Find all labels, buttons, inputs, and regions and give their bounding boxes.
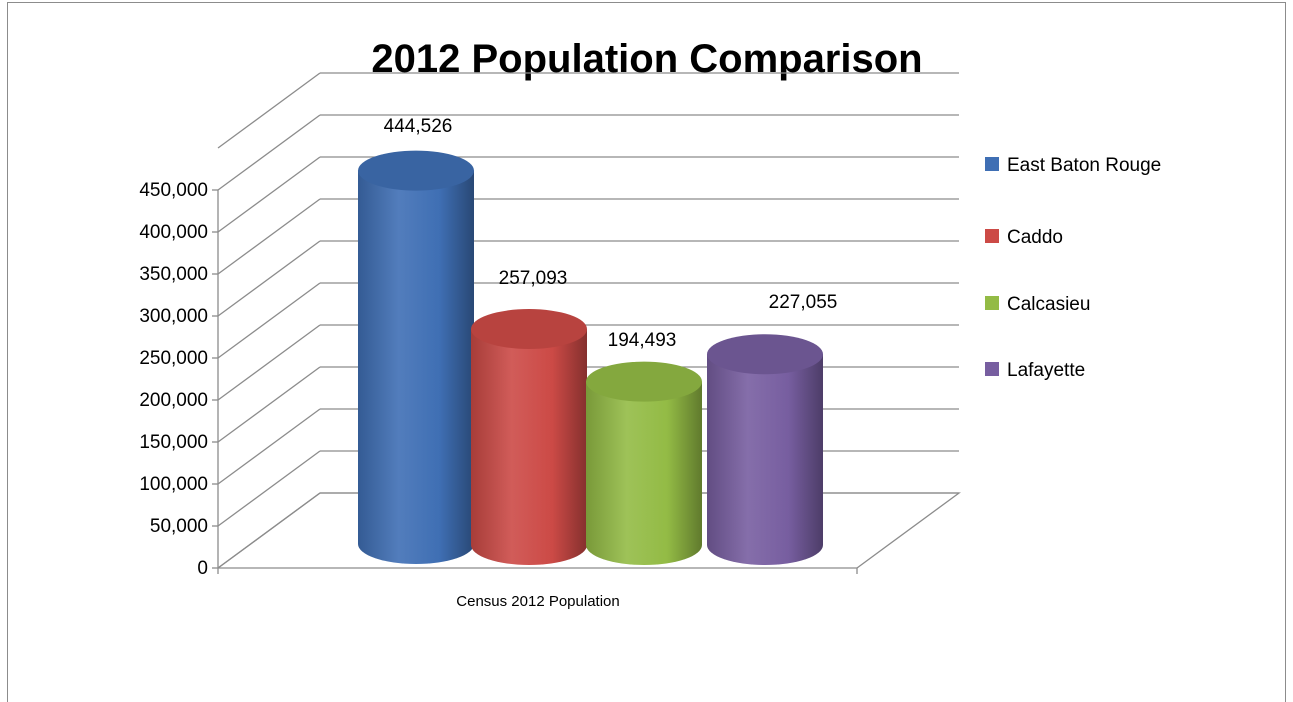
gridline-side [217,72,321,149]
gridline-side [217,198,321,275]
legend-label: Calcasieu [1007,294,1090,315]
cylinder-body [707,354,823,565]
y-tick-label: 100,000 [139,474,208,495]
data-label: 444,526 [384,116,453,137]
y-tick-label: 250,000 [139,348,208,369]
gridline-side [217,240,321,317]
gridline-side [217,324,321,401]
legend-label: Caddo [1007,227,1063,248]
legend-swatch [985,229,999,243]
cylinder-top [586,361,702,402]
y-tick-label: 350,000 [139,264,208,285]
legend-swatch [985,296,999,310]
y-tick-label: 0 [197,558,208,579]
y-tick-label: 50,000 [150,516,208,537]
cylinder-body [358,170,474,565]
gridline-side [217,114,321,191]
cylinder-top [471,309,587,350]
y-tick-label: 450,000 [139,180,208,201]
gridline-side [217,282,321,359]
cylinder-body [586,381,702,565]
legend-swatch [985,362,999,376]
cylinder-top [358,150,474,191]
bar-chart: 2012 Population Comparison 0 50,000 100,000… [139,37,1161,610]
chart-frame [7,2,1286,702]
chart-title: 2012 Population Comparison [371,37,922,81]
gridline-side [217,366,321,443]
cylinder-body [471,329,587,565]
data-label: 257,093 [499,268,568,289]
x-category-label: Census 2012 Population [456,593,619,610]
legend-label: Lafayette [1007,360,1085,381]
y-tick-label: 400,000 [139,222,208,243]
data-label: 227,055 [769,292,838,313]
y-tick-label: 200,000 [139,390,208,411]
gridline-side [217,156,321,233]
data-label: 194,493 [608,330,677,351]
gridline-side [217,408,321,485]
legend-label: East Baton Rouge [1007,155,1161,176]
gridline-side [217,450,321,527]
y-tick-label: 150,000 [139,432,208,453]
y-tick-label: 300,000 [139,306,208,327]
cylinder-top [707,334,823,375]
legend-swatch [985,157,999,171]
